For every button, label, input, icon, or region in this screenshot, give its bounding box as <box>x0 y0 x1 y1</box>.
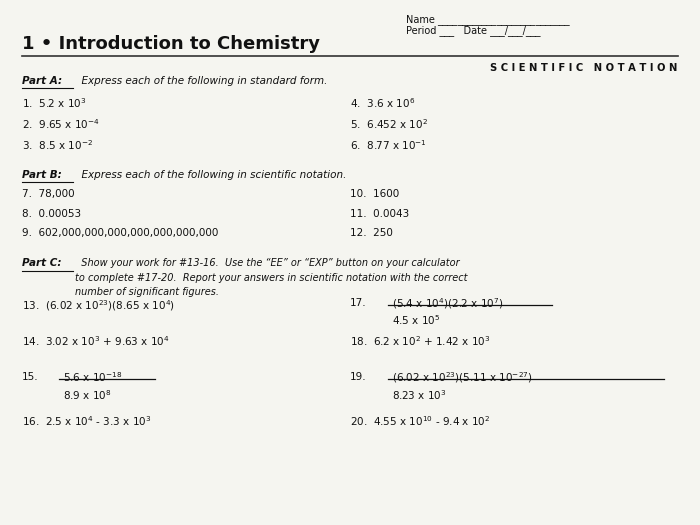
Text: 12.  250: 12. 250 <box>350 228 393 238</box>
Text: 4.5 x 10$^{5}$: 4.5 x 10$^{5}$ <box>392 313 440 328</box>
Text: 19.: 19. <box>350 372 367 382</box>
Text: Express each of the following in scientific notation.: Express each of the following in scienti… <box>75 170 346 180</box>
Text: 15.: 15. <box>22 372 39 382</box>
Text: 5.6 x 10$^{-18}$: 5.6 x 10$^{-18}$ <box>63 370 122 384</box>
Text: 20.  4.55 x 10$^{10}$ - 9.4 x 10$^{2}$: 20. 4.55 x 10$^{10}$ - 9.4 x 10$^{2}$ <box>350 414 491 428</box>
Text: 11.  0.0043: 11. 0.0043 <box>350 209 410 219</box>
Text: Express each of the following in standard form.: Express each of the following in standar… <box>75 76 327 86</box>
Text: 8.23 x 10$^{3}$: 8.23 x 10$^{3}$ <box>392 388 447 402</box>
Text: 8.  0.00053: 8. 0.00053 <box>22 209 81 219</box>
Text: 4.  3.6 x 10$^{6}$: 4. 3.6 x 10$^{6}$ <box>350 97 415 110</box>
Text: 3.  8.5 x 10$^{-2}$: 3. 8.5 x 10$^{-2}$ <box>22 138 93 152</box>
Text: 2.  9.65 x 10$^{-4}$: 2. 9.65 x 10$^{-4}$ <box>22 117 100 131</box>
Text: Name ___________________________: Name ___________________________ <box>406 15 569 25</box>
Text: 7.  78,000: 7. 78,000 <box>22 190 75 200</box>
Text: S C I E N T I F I C   N O T A T I O N: S C I E N T I F I C N O T A T I O N <box>490 63 678 73</box>
Text: 1 • Introduction to Chemistry: 1 • Introduction to Chemistry <box>22 35 321 54</box>
Text: (5.4 x 10$^{4}$)(2.2 x 10$^{7}$): (5.4 x 10$^{4}$)(2.2 x 10$^{7}$) <box>392 296 503 311</box>
Text: 13.  (6.02 x 10$^{23}$)(8.65 x 10$^{4}$): 13. (6.02 x 10$^{23}$)(8.65 x 10$^{4}$) <box>22 298 176 313</box>
Text: 10.  1600: 10. 1600 <box>350 190 399 200</box>
Text: 9.  602,000,000,000,000,000,000,000: 9. 602,000,000,000,000,000,000,000 <box>22 228 218 238</box>
Text: 8.9 x 10$^{8}$: 8.9 x 10$^{8}$ <box>63 388 111 402</box>
Text: Part A:: Part A: <box>22 76 62 86</box>
Text: 1.  5.2 x 10$^{3}$: 1. 5.2 x 10$^{3}$ <box>22 97 87 110</box>
Text: Part C:: Part C: <box>22 258 62 268</box>
Text: Show your work for #13-16.  Use the “EE” or “EXP” button on your calculator
to c: Show your work for #13-16. Use the “EE” … <box>75 258 467 297</box>
Text: 14.  3.02 x 10$^{3}$ + 9.63 x 10$^{4}$: 14. 3.02 x 10$^{3}$ + 9.63 x 10$^{4}$ <box>22 334 170 349</box>
Text: Period ___   Date ___/___/___: Period ___ Date ___/___/___ <box>406 25 540 36</box>
Text: Part B:: Part B: <box>22 170 62 180</box>
Text: 6.  8.77 x 10$^{-1}$: 6. 8.77 x 10$^{-1}$ <box>350 138 427 152</box>
Text: 18.  6.2 x 10$^{2}$ + 1.42 x 10$^{3}$: 18. 6.2 x 10$^{2}$ + 1.42 x 10$^{3}$ <box>350 334 491 349</box>
Text: 17.: 17. <box>350 298 367 308</box>
Text: 16.  2.5 x 10$^{4}$ - 3.3 x 10$^{3}$: 16. 2.5 x 10$^{4}$ - 3.3 x 10$^{3}$ <box>22 414 152 428</box>
Text: 5.  6.452 x 10$^{2}$: 5. 6.452 x 10$^{2}$ <box>350 117 428 131</box>
Text: (6.02 x 10$^{23}$)(5.11 x 10$^{-27}$): (6.02 x 10$^{23}$)(5.11 x 10$^{-27}$) <box>392 370 533 385</box>
